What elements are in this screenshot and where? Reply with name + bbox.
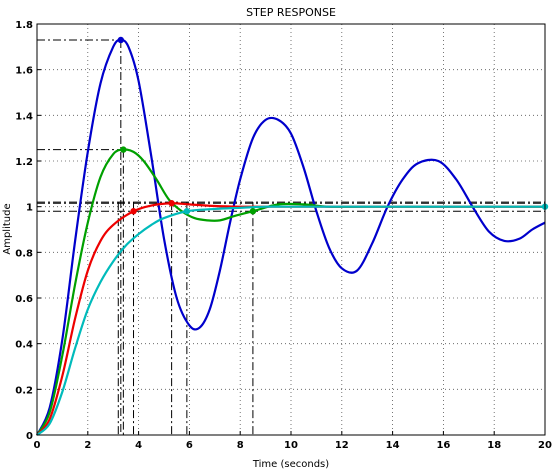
series-1-marker-1 [249,208,257,215]
series-line-1 [36,148,545,436]
y-tick-label-8: 1.6 [15,66,33,77]
series-line-0 [36,38,546,436]
y-tick-label-5: 1 [26,203,33,214]
series-0-marker-0 [117,36,125,44]
chart-title: STEP RESPONSE [246,6,336,19]
y-tick-label-6: 1.2 [15,157,33,168]
series-1-marker-0 [120,146,127,153]
x-tick-label-6: 12 [335,440,349,451]
x-tick-label-0: 0 [34,440,41,451]
x-tick-label-10: 20 [538,440,552,451]
series-group [36,38,546,436]
series-3-marker-0 [183,208,191,215]
series-line-3 [36,205,545,436]
x-axis-label: Time (seconds) [252,459,329,470]
x-tick-label-1: 2 [84,440,91,451]
y-tick-label-9: 1.8 [15,20,33,31]
y-tick-label-4: 0.8 [15,248,33,259]
x-tick-label-7: 14 [386,440,400,451]
y-tick-label-3: 0.6 [15,294,33,305]
axis-ticks: 0 2 4 6 8 10 12 14 16 18 20 0 0.2 0.4 0.6 0.8 1 1.2 1.4 1.6… [15,20,552,451]
grid [37,24,545,435]
y-tick-label-2: 0.4 [15,340,33,351]
marker-group [117,36,549,215]
x-tick-label-3: 6 [186,440,193,451]
x-tick-label-9: 18 [487,440,501,451]
x-tick-label-4: 8 [237,440,244,451]
y-tick-label-0: 0 [26,431,33,442]
y-tick-label-1: 0.2 [15,385,33,396]
settling-reference-lines [37,39,545,435]
x-tick-label-2: 4 [135,440,142,451]
y-tick-label-7: 1.4 [15,111,33,122]
y-axis-label: Amplitude [2,203,13,254]
x-tick-label-8: 16 [436,440,450,451]
x-tick-label-5: 10 [284,440,298,451]
series-2-marker-1 [168,200,175,207]
series-2-marker-0 [130,208,137,215]
plot-frame [36,23,546,436]
